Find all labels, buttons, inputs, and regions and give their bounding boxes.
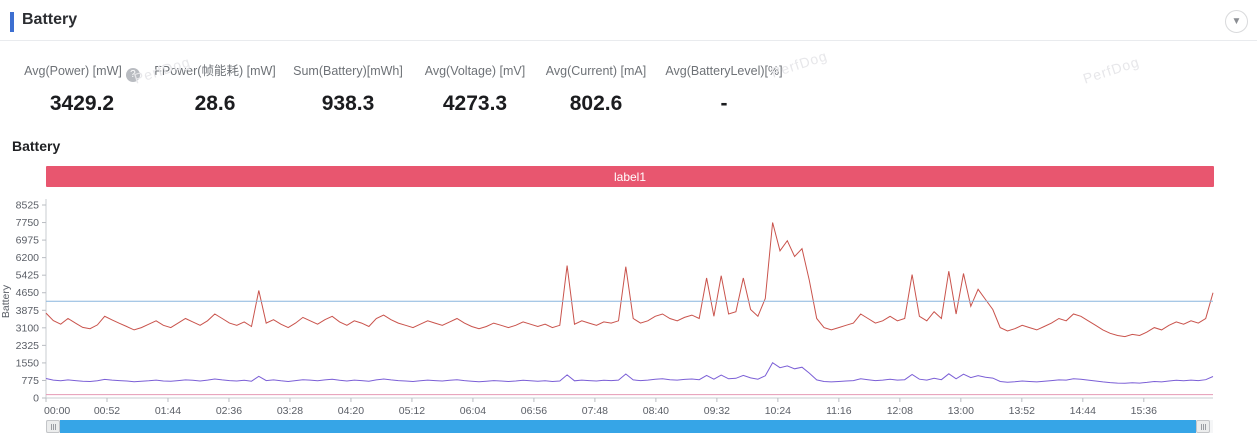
stat-value: 802.6 (569, 92, 623, 115)
stat-sum-battery: Sum(Battery)[mWh] 938.3 (278, 62, 418, 116)
y-tick-label: 1550 (16, 357, 40, 369)
stat-label: Avg(Power) [mW]? (12, 62, 152, 82)
x-tick-label: 07:48 (582, 405, 608, 417)
y-tick-label: 6200 (16, 252, 40, 264)
stat-avg-voltage: Avg(Voltage) [mV] 4273.3 (405, 62, 545, 116)
panel-header: Battery ▼ (0, 0, 1257, 40)
title-accent-bar (10, 12, 14, 32)
chart-section-title: Battery (12, 138, 61, 154)
battery-chart[interactable]: 0 775 1550 2325 3100 3875 4650 5425 6200 6975 7750… (0, 193, 1257, 418)
perfdog-watermark: PerfDog (1080, 53, 1142, 87)
x-tick-label: 10:24 (765, 405, 791, 417)
x-tick-label: 00:52 (94, 405, 120, 417)
grip-icon (50, 423, 52, 430)
y-tick-label: 5425 (16, 270, 40, 282)
scrollbar-right-handle[interactable] (1196, 420, 1210, 433)
series-current-ma (45, 361, 1214, 384)
stat-value: 3429.2 (49, 92, 115, 115)
y-tick-label: 8525 (16, 200, 40, 212)
label1-banner[interactable]: label1 (46, 166, 1214, 187)
x-tick-label: 13:00 (948, 405, 974, 417)
stat-avg-current: Avg(Current) [mA] 802.6 (526, 62, 666, 116)
chart-range-scrollbar[interactable] (46, 420, 1213, 433)
x-tick-label: 05:12 (399, 405, 425, 417)
stat-label: Avg(BatteryLevel)[%] (665, 64, 783, 78)
stat-avg-power: Avg(Power) [mW]? 3429.2 (12, 62, 152, 116)
x-tick-label: 12:08 (887, 405, 913, 417)
stat-value: 28.6 (194, 92, 236, 115)
x-tick-label: 14:44 (1070, 405, 1096, 417)
stat-label: Sum(Battery)[mWh] (293, 64, 403, 78)
x-tick-label: 13:52 (1009, 405, 1035, 417)
chevron-down-icon: ▼ (1231, 16, 1242, 27)
scrollbar-selected-range[interactable] (60, 420, 1196, 433)
series-power-mw (45, 222, 1214, 338)
x-tick-label: 03:28 (277, 405, 303, 417)
x-tick-label: 11:16 (826, 405, 852, 417)
stat-avg-battery-level: Avg(BatteryLevel)[%] - (654, 62, 794, 116)
stat-value: 4273.3 (442, 92, 508, 115)
stat-value: 938.3 (321, 92, 375, 115)
grip-icon (1200, 423, 1202, 430)
x-tick-label: 06:04 (460, 405, 486, 417)
y-tick-label: 4650 (16, 287, 40, 299)
y-axis-title: Battery (0, 284, 12, 318)
x-tick-label: 09:32 (704, 405, 730, 417)
page-title: Battery (22, 11, 78, 28)
stat-label: Avg(Current) [mA] (545, 64, 647, 78)
x-tick-label: 00:00 (44, 405, 70, 417)
y-tick-label: 2325 (16, 340, 40, 352)
header-divider (0, 40, 1257, 41)
stat-label: Avg(Voltage) [mV] (424, 64, 526, 78)
y-tick-label: 3100 (16, 322, 40, 334)
label1-banner-text: label1 (613, 169, 647, 184)
stat-fpower: FPower(帧能耗) [mW] 28.6 (145, 62, 285, 116)
y-tick-label: 0 (33, 393, 39, 405)
stat-value: - (720, 92, 728, 115)
help-icon[interactable]: ? (125, 68, 140, 82)
y-tick-label: 3875 (16, 305, 40, 317)
x-tick-label: 08:40 (643, 405, 669, 417)
stat-label-text: Avg(Power) [mW] (24, 64, 122, 78)
y-tick-label: 775 (21, 375, 39, 387)
x-tick-label: 01:44 (155, 405, 181, 417)
stat-label: FPower(帧能耗) [mW] (154, 64, 276, 78)
x-tick-label: 06:56 (521, 405, 547, 417)
y-tick-label: 6975 (16, 235, 40, 247)
battery-chart-svg[interactable]: 0 775 1550 2325 3100 3875 4650 5425 6200 6975 7750… (0, 193, 1257, 418)
x-tick-label: 15:36 (1131, 405, 1157, 417)
y-tick-label: 7750 (16, 217, 40, 229)
collapse-button[interactable]: ▼ (1225, 10, 1248, 33)
x-tick-label: 04:20 (338, 405, 364, 417)
scrollbar-left-handle[interactable] (46, 420, 60, 433)
x-tick-label: 02:36 (216, 405, 242, 417)
